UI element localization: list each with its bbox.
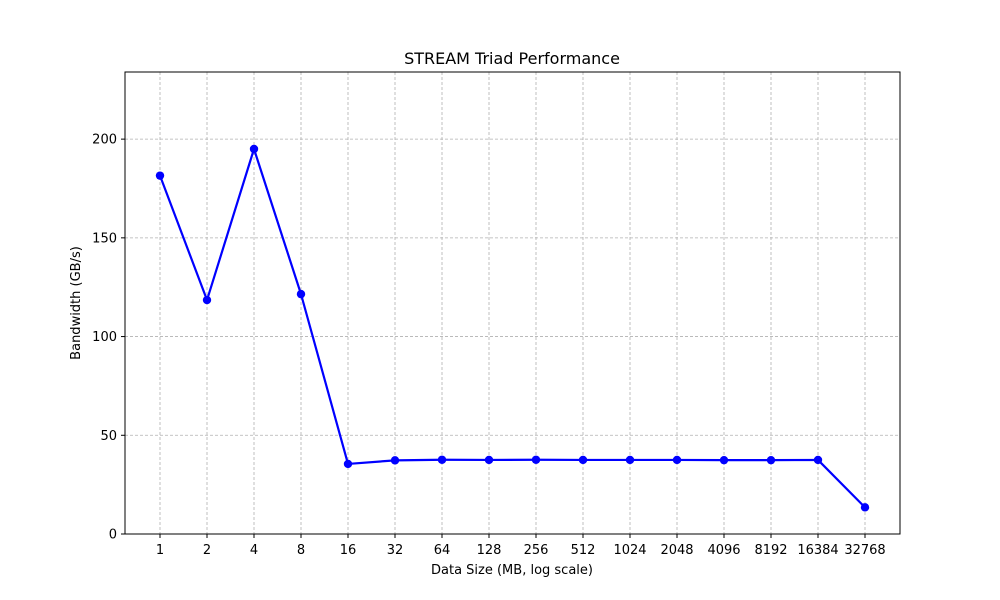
x-tick-label: 256 — [524, 543, 549, 558]
x-axis-ticks: 1 2 4 8 16 32 64 128 256 512 1024 2048 4096 8192 16384… — [156, 534, 886, 558]
chart-title: STREAM Triad Performance — [404, 49, 620, 68]
data-point — [813, 455, 823, 465]
data-point — [296, 289, 306, 299]
data-point — [860, 503, 870, 512]
x-tick-label: 16 — [340, 543, 357, 558]
x-tick-label: 128 — [477, 543, 502, 558]
data-point — [672, 455, 682, 465]
plot-area-frame — [124, 71, 901, 535]
x-tick-label: 2048 — [660, 543, 693, 558]
y-tick-label: 100 — [92, 330, 117, 345]
x-tick-label: 8 — [297, 543, 305, 558]
y-tick-label: 0 — [109, 528, 117, 543]
grid-lines — [125, 72, 900, 535]
data-point — [578, 455, 588, 465]
x-tick-label: 16384 — [797, 543, 838, 558]
data-point — [766, 455, 776, 465]
data-point — [390, 456, 400, 465]
x-tick-label: 8192 — [754, 543, 787, 558]
y-axis-ticks: 0 50 100 150 200 — [92, 133, 125, 543]
y-tick-label: 150 — [92, 231, 117, 246]
data-point — [625, 455, 635, 465]
data-point — [249, 144, 259, 154]
x-tick-label: 1024 — [613, 543, 646, 558]
x-tick-label: 2 — [203, 543, 211, 558]
y-tick-label: 200 — [92, 133, 117, 148]
data-point — [531, 455, 541, 464]
data-points — [155, 144, 870, 512]
x-tick-label: 32768 — [844, 543, 885, 558]
y-tick-label: 50 — [100, 429, 117, 444]
x-tick-label: 4096 — [707, 543, 740, 558]
x-tick-label: 32 — [387, 543, 404, 558]
data-point — [437, 455, 447, 464]
data-point — [719, 455, 729, 465]
x-axis-label: Data Size (MB, log scale) — [431, 563, 593, 578]
x-tick-label: 1 — [156, 543, 164, 558]
data-point — [343, 459, 353, 469]
x-tick-label: 4 — [250, 543, 258, 558]
series-line-layer — [158, 147, 866, 509]
x-tick-label: 512 — [571, 543, 596, 558]
series-line — [158, 147, 866, 509]
data-point — [484, 455, 494, 465]
data-point — [155, 171, 165, 180]
data-point — [202, 295, 212, 305]
x-tick-label: 64 — [434, 543, 451, 558]
y-axis-label: Bandwidth (GB/s) — [69, 246, 84, 360]
